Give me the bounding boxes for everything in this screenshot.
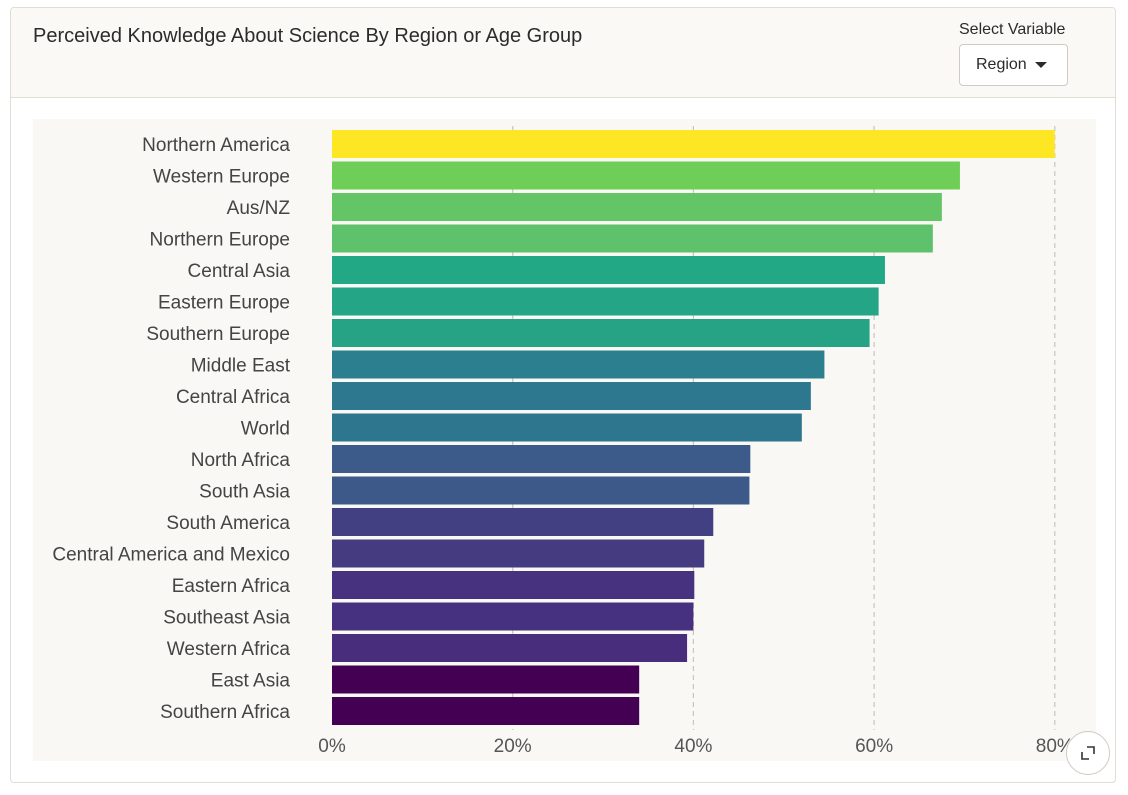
bar: [332, 445, 751, 473]
y-category-label: Middle East: [191, 356, 291, 377]
bar: [332, 508, 714, 536]
y-category-label: Western Africa: [167, 639, 291, 660]
y-category-label: Central Asia: [188, 261, 291, 282]
y-category-label: South Asia: [199, 482, 290, 503]
y-category-label: Eastern Africa: [172, 576, 291, 597]
y-category-label: World: [241, 419, 290, 440]
expand-icon: [1081, 746, 1095, 760]
bar: [332, 697, 640, 725]
y-category-label: East Asia: [211, 671, 291, 692]
bar: [332, 224, 933, 253]
y-category-label: Eastern Europe: [158, 293, 290, 314]
x-tick-label: 0%: [318, 736, 346, 757]
y-category-label: Southeast Asia: [163, 608, 290, 629]
variable-dropdown[interactable]: Region: [959, 44, 1068, 86]
bar: [332, 130, 1055, 158]
bar: [332, 350, 825, 379]
bar: [332, 539, 705, 568]
y-category-label: Southern Africa: [160, 702, 290, 723]
bar: [332, 602, 694, 631]
y-category-label: Central Africa: [176, 387, 290, 408]
y-category-label: North Africa: [191, 450, 291, 471]
caret-down-icon: [1035, 62, 1047, 68]
bar: [332, 161, 960, 190]
chart-title: Perceived Knowledge About Science By Reg…: [33, 25, 583, 47]
y-category-label: Western Europe: [153, 167, 290, 188]
bar: [332, 382, 811, 410]
x-tick-label: 60%: [855, 736, 893, 757]
bar: [332, 571, 695, 599]
y-category-label: Central America and Mexico: [52, 545, 290, 566]
variable-dropdown-value: Region: [976, 56, 1027, 73]
select-variable-label: Select Variable: [959, 21, 1066, 38]
bar: [332, 413, 802, 442]
bar: [332, 634, 688, 662]
y-category-label: South America: [166, 513, 290, 534]
bar: [332, 476, 750, 505]
y-category-label: Northern America: [142, 135, 290, 156]
bar: [332, 665, 640, 694]
x-tick-label: 40%: [674, 736, 712, 757]
card-header: Perceived Knowledge About Science By Reg…: [11, 8, 1115, 98]
bar: [332, 256, 885, 284]
bar: [332, 193, 942, 221]
y-category-label: Aus/NZ: [227, 198, 291, 219]
bar: [332, 319, 870, 347]
expand-button[interactable]: [1066, 731, 1110, 775]
x-tick-label: 80%: [1036, 736, 1074, 757]
y-category-label: Southern Europe: [146, 324, 290, 345]
bar: [332, 287, 879, 316]
y-category-label: Northern Europe: [150, 230, 290, 251]
x-tick-label: 20%: [494, 736, 532, 757]
